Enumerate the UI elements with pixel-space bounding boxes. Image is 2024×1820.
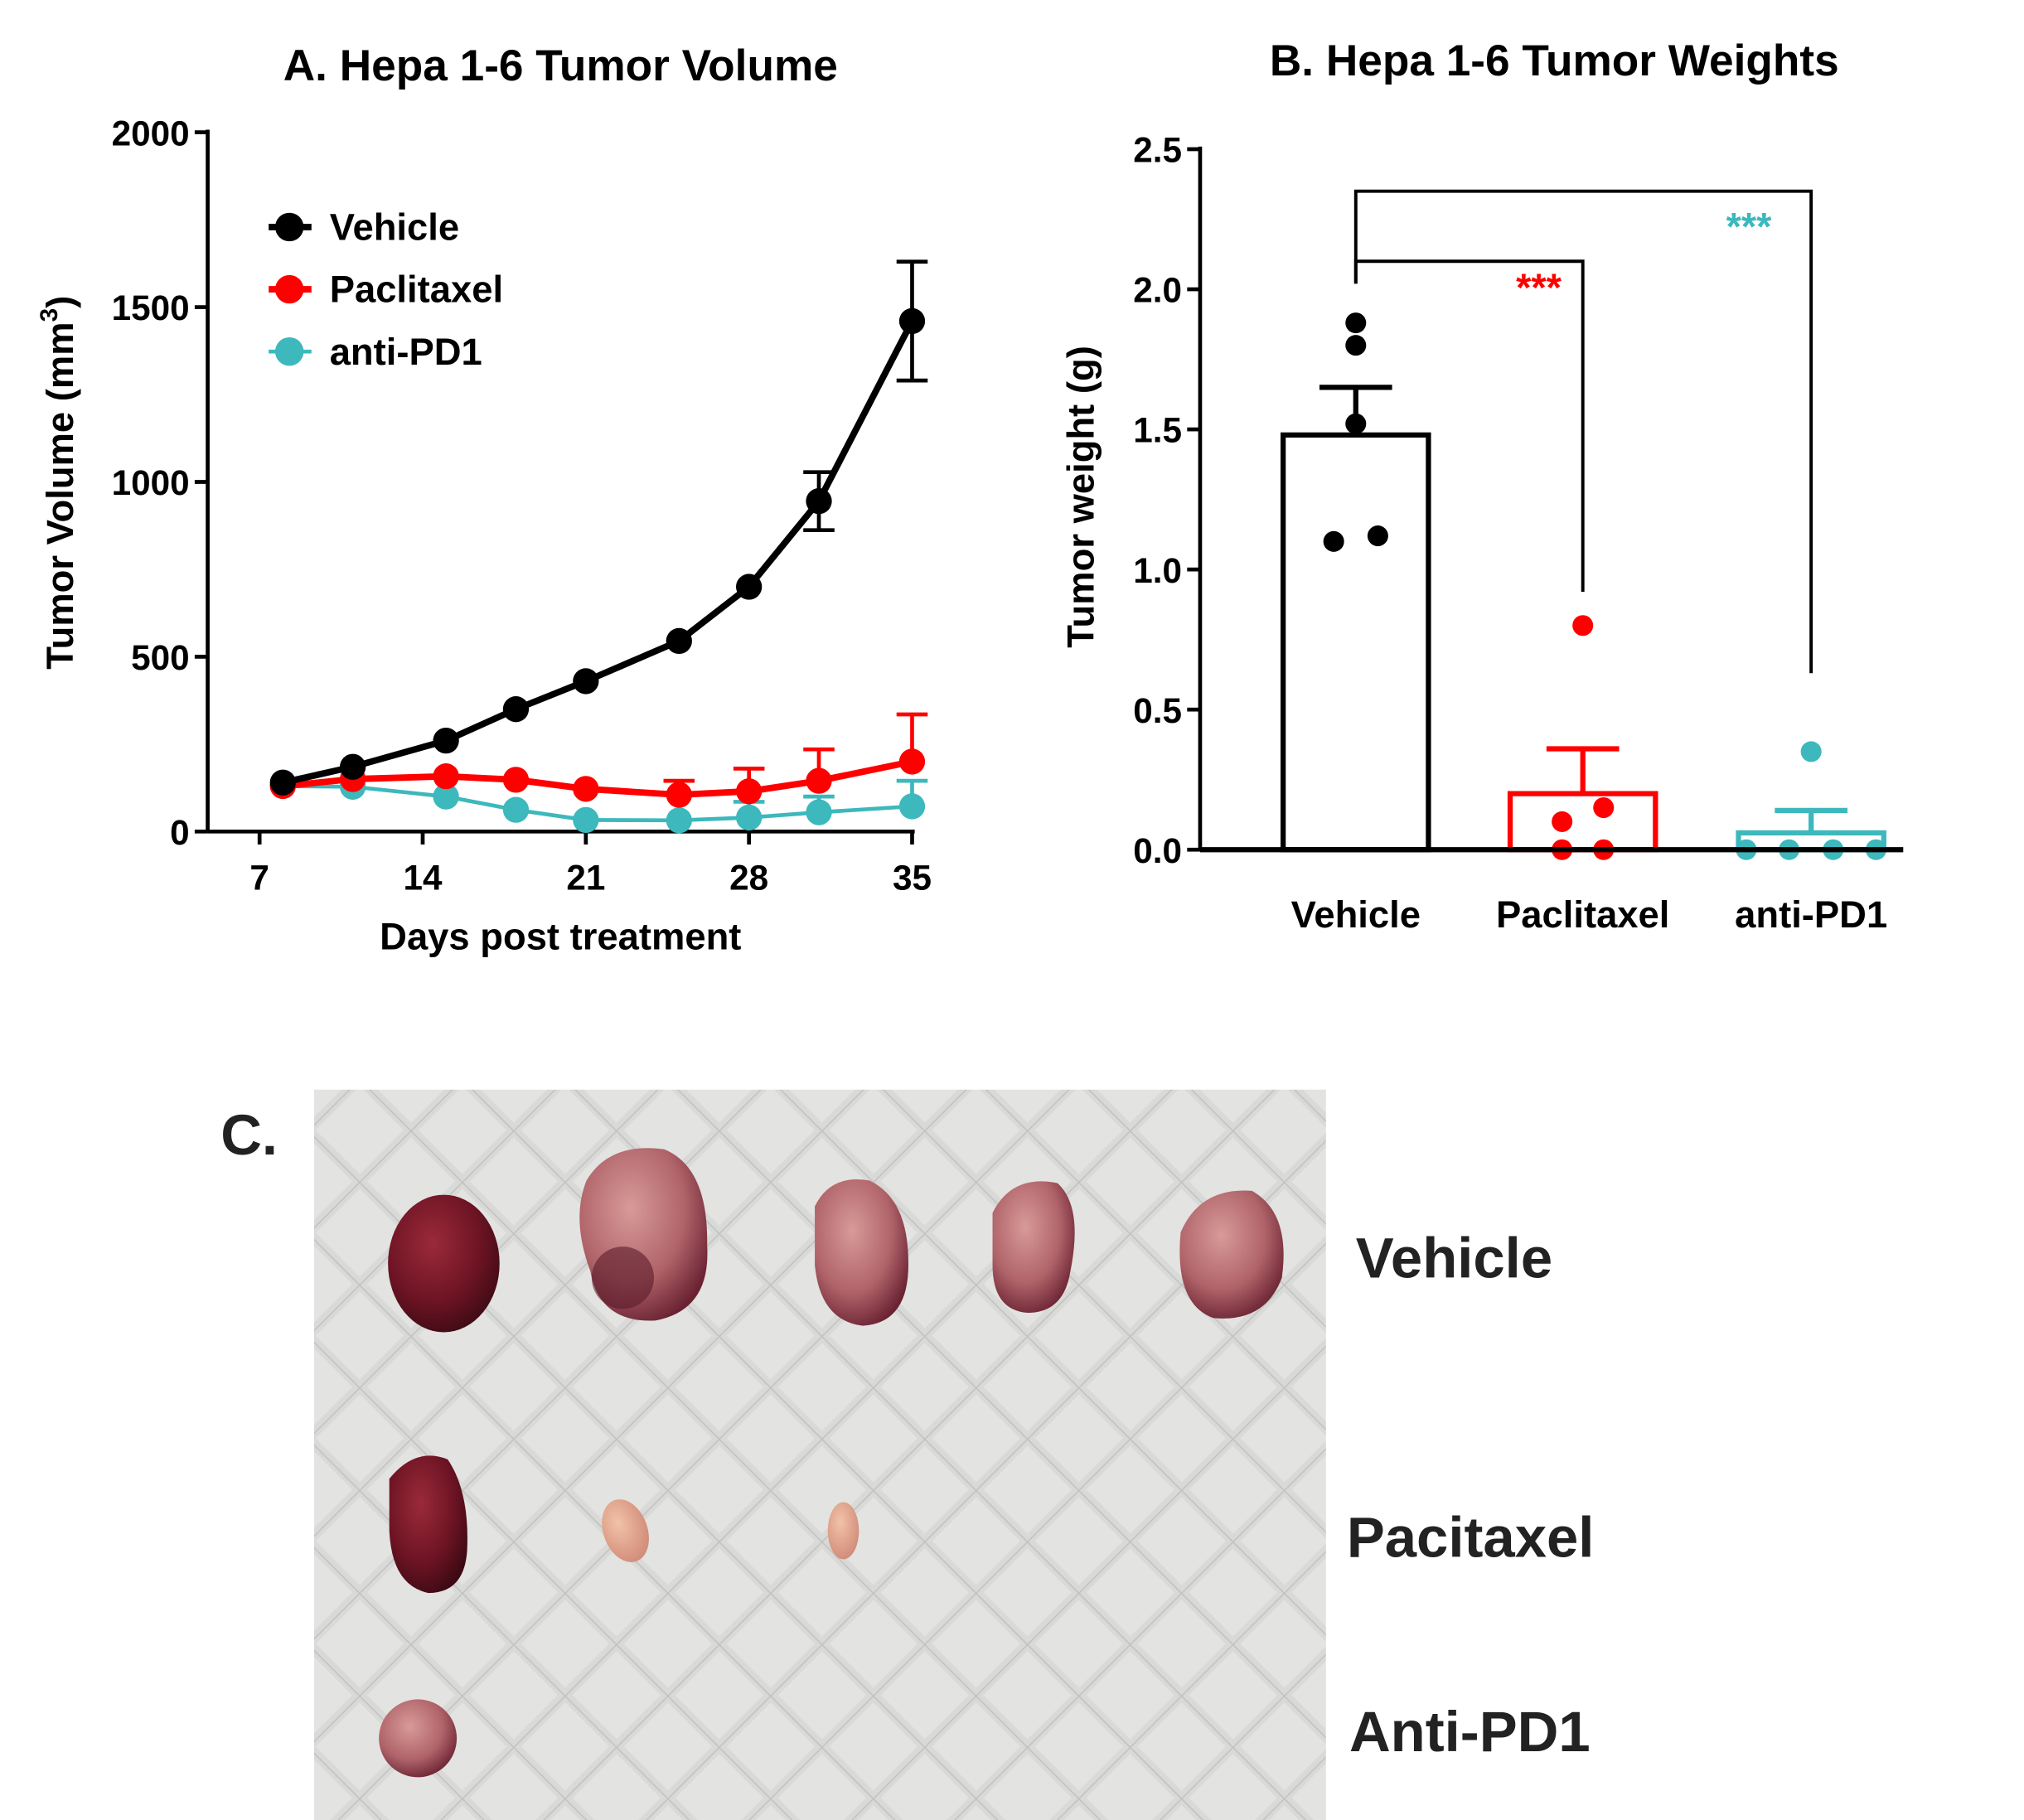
significance-label: *** [1516, 265, 1562, 309]
data-point [1800, 741, 1822, 762]
data-point [1345, 312, 1367, 334]
y-tick-label: 1000 [112, 463, 190, 502]
bar [1507, 791, 1658, 853]
panel-c: C. Vehicle Pacitaxel Anti-PD1 [220, 1089, 1595, 1820]
chart-a-series [269, 259, 928, 834]
y-tick-label: 2.0 [1133, 271, 1182, 310]
bar [1281, 432, 1431, 853]
data-point [736, 574, 763, 600]
series-vehicle [269, 259, 928, 796]
y-tick-label: 500 [131, 638, 190, 677]
data-point [433, 783, 459, 810]
data-point [573, 806, 599, 834]
row-label-vehicle: Vehicle [1356, 1227, 1552, 1290]
legend-marker [274, 336, 304, 366]
data-point [1552, 811, 1573, 832]
y-tick-label: 1500 [112, 288, 190, 327]
data-point [736, 804, 763, 831]
x-tick-label: 14 [404, 859, 443, 898]
data-point [1572, 615, 1594, 637]
y-tick-label: 0.0 [1133, 831, 1182, 870]
legend-label: Paclitaxel [330, 269, 503, 311]
data-point [736, 778, 763, 805]
chart-a-title: A. Hepa 1-6 Tumor Volume [283, 41, 838, 90]
y-tick-label: 0 [170, 813, 190, 852]
data-point [806, 799, 832, 825]
data-point [1367, 525, 1388, 547]
legend-marker [274, 274, 304, 304]
chart-a-axes: 0 500 1000 1500 2000 7 14 21 28 35 [112, 114, 932, 897]
x-tick-label: 35 [893, 859, 932, 898]
x-category-label: Vehicle [1291, 893, 1421, 936]
chart-b-plot: 0.0 0.5 1.0 1.5 2.0 2.5 Vehicle Paclitaxel anti-… [1133, 131, 1904, 936]
chart-b-ylabel: Tumor weight (g) [1060, 346, 1102, 648]
y-tick-label: 2000 [112, 114, 190, 152]
chart-b-title: B. Hepa 1-6 Tumor Weights [1270, 36, 1839, 85]
data-point [339, 753, 366, 780]
bar-group-anti-pd1 [1736, 741, 1886, 860]
chart-b: B. Hepa 1-6 Tumor Weights 0.0 0.5 1.0 1.5 2.… [1060, 36, 1904, 936]
bar-group-vehicle [1281, 312, 1431, 853]
data-point [1593, 796, 1615, 819]
legend-label: anti-PD1 [330, 331, 482, 373]
legend-marker [274, 212, 304, 242]
data-point [502, 796, 530, 823]
chart-a: A. Hepa 1-6 Tumor Volume 0 500 1000 1500 200… [36, 41, 932, 958]
data-point [502, 696, 530, 723]
data-point [433, 727, 459, 754]
x-tick-label: 21 [566, 859, 605, 898]
data-point [573, 668, 599, 695]
chart-a-legend: Vehicle Paclitaxel anti-PD1 [269, 206, 503, 373]
data-point [1345, 413, 1367, 434]
x-tick-label: 28 [729, 859, 768, 898]
data-point [898, 748, 926, 775]
anti-pd1-tumors [379, 1699, 458, 1778]
legend-label: Vehicle [330, 206, 459, 249]
series-line [282, 319, 915, 787]
y-tick-label: 1.0 [1133, 551, 1182, 590]
tumor-photo [313, 1089, 1326, 1820]
legend-item-paclitaxel: Paclitaxel [269, 269, 503, 311]
data-point [433, 763, 459, 790]
significance-bracket: *** [1353, 189, 1813, 674]
chart-a-ylabel: Tumor Volume (mm3) [36, 296, 81, 670]
x-category-label: anti-PD1 [1735, 893, 1887, 936]
data-point [806, 767, 832, 794]
data-point [666, 782, 692, 808]
data-point [1323, 530, 1344, 552]
data-point [898, 793, 926, 820]
vehicle-tumors [388, 1148, 1284, 1333]
paclitaxel-tumors [389, 1455, 859, 1594]
data-point [573, 776, 599, 802]
y-tick-label: 0.5 [1133, 691, 1182, 730]
data-point [666, 807, 692, 834]
legend-item-vehicle: Vehicle [269, 206, 459, 249]
bracket-line [1353, 189, 1813, 674]
data-point [1345, 335, 1367, 356]
chart-a-xlabel: Days post treatment [380, 916, 741, 958]
y-tick-label: 2.5 [1133, 131, 1182, 170]
row-label-paclitaxel: Pacitaxel [1347, 1505, 1595, 1569]
bar-group-paclitaxel [1507, 615, 1658, 860]
data-point [666, 627, 692, 655]
y-tick-label: 1.5 [1133, 411, 1182, 450]
data-point [806, 488, 832, 515]
data-point [898, 307, 926, 335]
x-tick-label: 7 [249, 859, 269, 898]
x-category-label: Paclitaxel [1496, 893, 1669, 936]
legend-item-anti-pd1: anti-PD1 [269, 331, 482, 373]
significance-label: *** [1726, 205, 1773, 249]
panel-c-label: C. [220, 1103, 278, 1167]
data-point [269, 769, 296, 796]
row-label-anti-pd1: Anti-PD1 [1349, 1700, 1591, 1764]
data-point [502, 767, 530, 793]
